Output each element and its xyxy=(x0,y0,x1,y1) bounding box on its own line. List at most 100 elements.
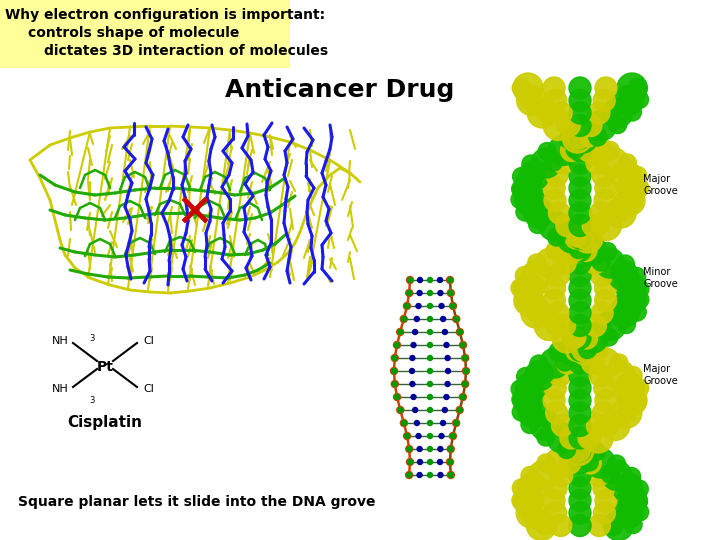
Circle shape xyxy=(520,378,538,396)
Circle shape xyxy=(593,477,615,499)
Circle shape xyxy=(587,111,617,140)
Circle shape xyxy=(558,442,576,460)
Circle shape xyxy=(580,114,602,137)
Circle shape xyxy=(595,277,616,299)
Circle shape xyxy=(566,435,596,465)
Circle shape xyxy=(617,315,635,334)
Circle shape xyxy=(519,160,549,191)
Circle shape xyxy=(613,498,644,528)
Circle shape xyxy=(595,389,617,411)
Circle shape xyxy=(598,242,616,260)
Circle shape xyxy=(536,366,554,383)
Circle shape xyxy=(568,440,590,462)
Circle shape xyxy=(535,248,565,278)
Circle shape xyxy=(444,395,449,400)
Circle shape xyxy=(392,381,398,388)
Circle shape xyxy=(417,291,422,295)
Circle shape xyxy=(463,355,468,361)
Circle shape xyxy=(595,489,617,511)
Circle shape xyxy=(601,141,619,159)
Circle shape xyxy=(512,479,530,497)
Circle shape xyxy=(445,355,450,361)
Circle shape xyxy=(528,215,546,233)
Circle shape xyxy=(624,192,642,210)
Circle shape xyxy=(569,452,591,474)
Circle shape xyxy=(580,129,598,147)
Circle shape xyxy=(445,381,450,387)
Circle shape xyxy=(404,433,410,440)
Circle shape xyxy=(522,155,540,173)
Circle shape xyxy=(569,389,591,411)
Circle shape xyxy=(544,153,562,171)
Circle shape xyxy=(540,348,570,378)
Circle shape xyxy=(552,323,582,353)
Circle shape xyxy=(559,452,581,474)
Circle shape xyxy=(395,342,400,348)
Circle shape xyxy=(515,186,545,215)
Circle shape xyxy=(428,395,433,400)
Circle shape xyxy=(616,273,646,303)
Circle shape xyxy=(631,503,649,521)
Circle shape xyxy=(464,368,469,374)
Circle shape xyxy=(428,291,433,295)
Circle shape xyxy=(559,130,577,148)
Circle shape xyxy=(593,502,616,524)
Circle shape xyxy=(462,381,469,388)
Circle shape xyxy=(442,329,447,334)
Circle shape xyxy=(416,434,421,438)
Circle shape xyxy=(618,478,636,496)
Circle shape xyxy=(569,102,591,124)
Circle shape xyxy=(428,355,433,361)
Circle shape xyxy=(603,510,634,540)
Circle shape xyxy=(449,472,454,477)
Circle shape xyxy=(516,292,534,309)
Circle shape xyxy=(556,214,578,237)
Circle shape xyxy=(552,152,574,174)
Circle shape xyxy=(568,329,586,347)
Circle shape xyxy=(451,303,456,308)
Circle shape xyxy=(606,361,635,390)
Circle shape xyxy=(603,98,633,128)
Circle shape xyxy=(594,377,616,399)
Circle shape xyxy=(593,90,615,111)
Circle shape xyxy=(569,127,591,149)
Circle shape xyxy=(611,266,629,284)
Circle shape xyxy=(453,315,460,322)
Circle shape xyxy=(397,407,404,414)
Circle shape xyxy=(428,316,433,321)
Circle shape xyxy=(451,434,456,438)
Circle shape xyxy=(454,421,459,426)
Circle shape xyxy=(410,368,415,374)
Circle shape xyxy=(608,260,639,291)
Circle shape xyxy=(582,136,612,165)
Circle shape xyxy=(428,408,433,413)
Circle shape xyxy=(569,277,591,299)
Circle shape xyxy=(446,276,454,284)
Circle shape xyxy=(569,377,591,399)
Circle shape xyxy=(563,240,585,261)
Circle shape xyxy=(511,279,529,297)
Circle shape xyxy=(593,318,611,335)
Circle shape xyxy=(588,442,606,461)
Circle shape xyxy=(512,79,530,97)
Circle shape xyxy=(544,289,565,312)
Circle shape xyxy=(618,154,636,172)
Circle shape xyxy=(630,480,648,498)
Circle shape xyxy=(513,173,544,203)
Circle shape xyxy=(566,140,584,159)
Circle shape xyxy=(582,214,604,237)
Circle shape xyxy=(589,364,611,387)
Circle shape xyxy=(513,73,543,103)
Circle shape xyxy=(516,203,534,221)
Circle shape xyxy=(405,471,413,478)
Circle shape xyxy=(591,211,621,240)
Circle shape xyxy=(570,240,588,259)
Circle shape xyxy=(527,304,545,322)
Circle shape xyxy=(411,342,416,348)
Circle shape xyxy=(595,177,617,199)
Circle shape xyxy=(544,277,565,299)
Circle shape xyxy=(514,286,544,315)
Circle shape xyxy=(594,190,616,212)
Circle shape xyxy=(547,228,565,246)
Circle shape xyxy=(418,278,423,282)
